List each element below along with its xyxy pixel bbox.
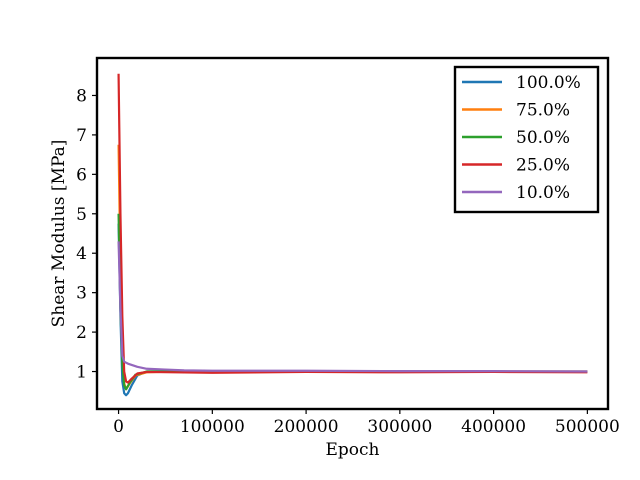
y-axis-ticks: 1 2 3 4 5 6 7 8 (76, 86, 97, 383)
y-tick-label: 2 (76, 323, 87, 343)
x-axis-ticks: 0 100000 200000 300000 400000 500000 (113, 409, 620, 437)
legend-box (453, 65, 600, 214)
y-tick-label: 5 (76, 205, 87, 225)
y-tick-label: 7 (76, 126, 87, 146)
legend-label: 10.0% (516, 183, 570, 203)
x-tick-label: 200000 (274, 417, 339, 437)
y-tick-label: 4 (76, 244, 87, 264)
x-tick-label: 0 (113, 417, 124, 437)
y-axis-title: Shear Modulus [MPa] (49, 140, 69, 328)
x-tick-label: 400000 (461, 417, 526, 437)
x-tick-label: 100000 (180, 417, 245, 437)
x-axis-title: Epoch (326, 440, 380, 460)
series-line-5 (117, 241, 588, 373)
plot-frame (95, 56, 610, 411)
series-line-4 (117, 73, 588, 384)
legend-label: 25.0% (516, 156, 570, 176)
y-tick-label: 6 (76, 165, 87, 185)
legend-label: 75.0% (516, 101, 570, 121)
y-tick-label: 8 (76, 86, 87, 106)
legend: 100.0% 75.0% 50.0% 25.0% 10.0% (453, 65, 600, 214)
y-tick-label: 3 (76, 284, 87, 304)
legend-label: 50.0% (516, 128, 570, 148)
y-tick-label: 1 (76, 363, 87, 383)
x-tick-label: 300000 (367, 417, 432, 437)
legend-label: 100.0% (516, 73, 581, 93)
series-layer (117, 73, 588, 397)
x-tick-label: 500000 (555, 417, 620, 437)
